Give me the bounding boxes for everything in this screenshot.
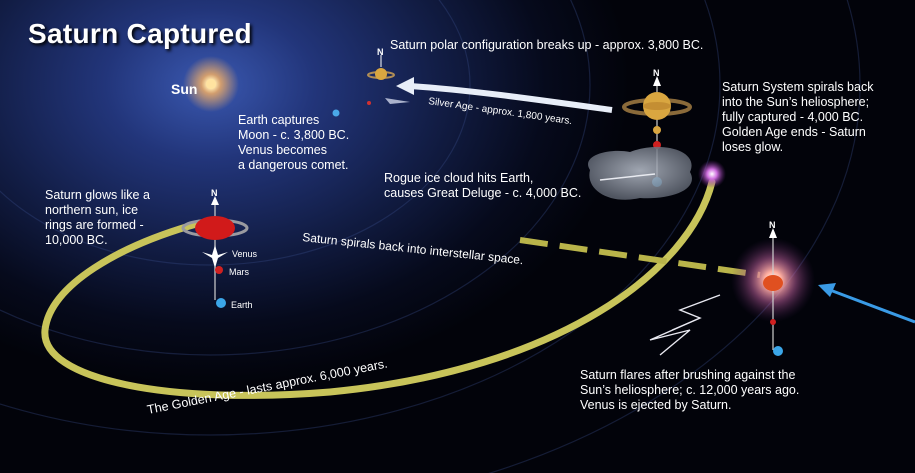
spirals-back-line: Saturn System spirals back: [722, 80, 874, 94]
earth-captures-line: a dangerous comet.: [238, 158, 349, 172]
dashed-trajectory: [519, 237, 761, 278]
saturn-top: [367, 55, 395, 80]
earth-captures-label: Earth captures Moon - c. 3,800 BC. Venus…: [238, 113, 349, 173]
polar-breakup-label: Saturn polar configuration breaks up - a…: [390, 38, 704, 52]
flares-label: Saturn flares after brushing against the…: [580, 368, 799, 413]
saturn-glows-line: northern sun, ice: [45, 203, 139, 217]
spirals-back-line: fully captured - 4,000 BC.: [722, 110, 864, 124]
earth-label: Earth: [231, 300, 253, 310]
spirals-back-label: Saturn System spirals back into the Sun’…: [722, 80, 873, 155]
mars-label: Mars: [229, 267, 249, 277]
saturn-gold-system: [622, 76, 692, 187]
spirals-back-line: into the Sun’s heliosphere;: [722, 95, 870, 109]
rogue-cloud-line: Rogue ice cloud hits Earth,: [384, 171, 534, 185]
saturn-red-system: [181, 196, 249, 308]
heliosphere-burst: [698, 160, 726, 188]
flares-line: Saturn flares after brushing against the: [580, 368, 796, 382]
earth-dot-small: [332, 109, 340, 117]
north-marker-gold: N: [653, 68, 660, 78]
page-title: Saturn Captured: [28, 18, 252, 49]
mars-dot-small: [367, 101, 371, 105]
saturn-glows-line: 10,000 BC.: [45, 233, 108, 247]
blue-arrowhead: [818, 283, 836, 297]
saturn-glows-label: Saturn glows like a northern sun, ice ri…: [45, 188, 150, 248]
earth-captures-line: Moon - c. 3,800 BC.: [238, 128, 350, 142]
silver-age-arrowhead: [396, 77, 414, 95]
north-marker-red: N: [211, 188, 218, 198]
sun-core: [206, 79, 216, 89]
flares-line: Venus is ejected by Saturn.: [580, 398, 732, 412]
golden-age-orbit: [41, 178, 716, 399]
rogue-ice-cloud: [588, 146, 692, 200]
silver-age-arrow: [409, 83, 613, 113]
venus-comet: [385, 98, 410, 104]
rogue-cloud-line: causes Great Deluge - c. 4,000 BC.: [384, 186, 582, 200]
sun-label: Sun: [171, 81, 198, 97]
earth-captures-line: Venus becomes: [238, 143, 327, 157]
spirals-back-line: Golden Age ends - Saturn: [722, 125, 866, 139]
north-marker-top: N: [377, 47, 384, 57]
north-marker-flare: N: [769, 220, 776, 230]
rogue-cloud-label: Rogue ice cloud hits Earth, causes Great…: [384, 171, 581, 201]
venus-label: Venus: [232, 249, 258, 259]
earth-captures-line: Earth captures: [238, 113, 320, 127]
saturn-glows-line: rings are formed -: [45, 218, 144, 232]
saturn-glows-line: Saturn glows like a: [45, 188, 150, 202]
flares-line: Sun’s heliosphere; c. 12,000 years ago.: [580, 383, 800, 397]
interstellar-label: Saturn spirals back into interstellar sp…: [302, 230, 524, 267]
saturn-flare-system: [649, 228, 815, 356]
spirals-back-line: loses glow.: [722, 140, 784, 154]
blue-incoming-arrow: [829, 288, 915, 324]
background-spiral: [0, 0, 861, 473]
